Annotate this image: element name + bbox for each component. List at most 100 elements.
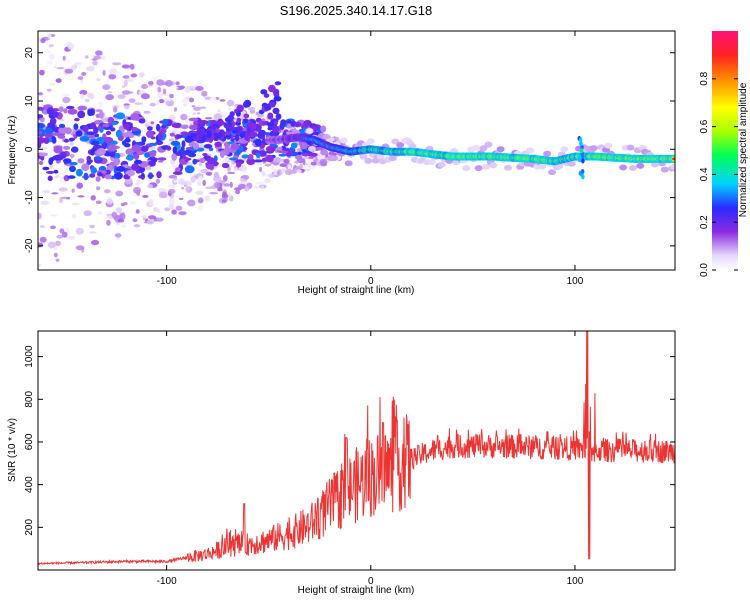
spectrogram-speckle	[102, 69, 106, 76]
spectrogram-speckle	[217, 187, 223, 192]
spectrogram-blob	[93, 156, 102, 161]
spectrogram-blob	[279, 122, 285, 130]
spectrogram-speckle	[58, 187, 68, 192]
spectrogram-blob	[203, 144, 213, 149]
spectrogram-speckle	[195, 86, 204, 91]
spectrogram-speckle	[50, 214, 58, 217]
spectrogram-speckle	[195, 190, 204, 196]
spectrogram-speckle	[49, 83, 55, 86]
spectrogram-blob	[69, 161, 78, 166]
spectrogram-speckle	[223, 183, 231, 187]
spectrogram-speckle	[106, 198, 114, 205]
spectrogram-blob	[230, 143, 240, 151]
spectrogram-halo	[428, 159, 436, 165]
spectrogram-speckle	[95, 50, 103, 56]
spectrogram-speckle	[85, 55, 89, 59]
spectrogram-speckle	[168, 138, 175, 142]
spectrogram-speckle	[49, 163, 53, 169]
spectrogram-blob	[249, 132, 255, 138]
spectrogram-speckle	[53, 252, 58, 258]
spectrogram-blob	[190, 133, 197, 139]
spectrogram-blob	[180, 131, 189, 136]
spectrogram-blob	[274, 81, 282, 86]
spectrogram-blob	[73, 123, 79, 130]
spectrogram-speckle	[83, 210, 92, 217]
spectrogram-blob	[105, 130, 112, 136]
spectrogram-speckle	[299, 163, 304, 169]
spectrogram-speckle	[193, 174, 203, 177]
spectrogram-speckle	[316, 157, 325, 160]
spectrogram-blob	[38, 130, 43, 135]
spectrogram-blob	[103, 136, 114, 144]
spectrogram-speckle	[217, 109, 221, 113]
spectrogram-blob	[75, 168, 83, 177]
spectrogram-halo	[320, 149, 329, 156]
colorbar-tick-label: 0.0	[699, 263, 710, 277]
spectrogram-speckle	[38, 263, 42, 267]
spectrogram-speckle	[264, 178, 271, 184]
spectrogram-xtick-label: 0	[368, 276, 374, 287]
spectrogram-speckle	[157, 160, 164, 163]
spectrogram-speckle	[86, 93, 92, 98]
spectrogram-speckle	[120, 213, 126, 220]
spectrogram-blob	[150, 136, 156, 140]
spectrogram-blob	[86, 131, 95, 135]
spectrogram-speckle	[272, 157, 282, 163]
spectrogram-blob	[47, 175, 53, 182]
spectrogram-speckle	[165, 79, 173, 87]
spectrogram-blob	[48, 157, 54, 165]
spectrogram-speckle	[283, 158, 290, 164]
spectrogram-halo	[364, 157, 373, 164]
spectrogram-blob	[171, 123, 181, 128]
spectrogram-speckle	[284, 168, 293, 176]
spectrogram-blob	[299, 142, 309, 150]
spectrogram-speckle	[205, 171, 213, 176]
spectrogram-blob	[162, 118, 169, 126]
spectrogram-blob	[579, 141, 583, 147]
spectrogram-blob	[234, 133, 240, 142]
spectrogram-speckle	[148, 81, 154, 86]
spectrogram-blob	[267, 112, 274, 120]
spectrogram-halo	[636, 162, 645, 169]
spectrogram-speckle	[197, 205, 203, 211]
spectrogram-speckle	[302, 159, 306, 166]
spectrogram-speckle	[179, 85, 186, 89]
spectrogram-speckle	[256, 181, 264, 186]
spectrogram-halo	[474, 165, 483, 172]
spectrogram-blob	[188, 117, 199, 122]
spectrogram-blob	[123, 174, 129, 180]
spectrogram-blob	[87, 108, 94, 117]
colorbar-tick-label: 0.6	[699, 119, 710, 133]
spectrogram-speckle	[123, 103, 130, 106]
spectrogram-speckle	[125, 91, 134, 94]
spectrogram-blob	[180, 124, 189, 130]
spectrogram-blob	[75, 130, 83, 137]
spectrogram-blob	[198, 120, 209, 124]
spectrogram-speckle	[150, 121, 154, 125]
spectrogram-speckle	[107, 90, 113, 93]
spectrogram-blob	[152, 157, 158, 161]
spectrogram-blob	[82, 124, 89, 133]
spectrogram-speckle	[117, 94, 126, 99]
spectrogram-blob	[148, 142, 158, 147]
spectrogram-blob	[290, 142, 298, 149]
spectrogram-blob	[99, 127, 104, 133]
spectrogram-blob	[193, 137, 199, 142]
spectrogram-speckle	[39, 225, 46, 228]
spectrogram-speckle	[92, 60, 98, 66]
spectrogram-speckle	[74, 62, 83, 65]
snr-frame	[37, 330, 676, 571]
spectrogram-speckle	[189, 97, 194, 103]
spectrogram-blob	[63, 145, 71, 150]
spectrogram-halo	[538, 163, 547, 170]
spectrogram-blob	[229, 157, 238, 161]
spectrogram-blob	[62, 158, 72, 163]
spectrogram-marks	[38, 32, 675, 267]
spectrogram-halo	[619, 164, 628, 171]
spectrogram-speckle	[46, 50, 51, 54]
spectrogram-speckle	[80, 93, 85, 100]
snr-series-line	[38, 331, 675, 566]
spectrogram-speckle	[105, 94, 114, 101]
spectrogram-speckle	[71, 188, 75, 193]
spectrogram-speckle	[227, 166, 231, 172]
